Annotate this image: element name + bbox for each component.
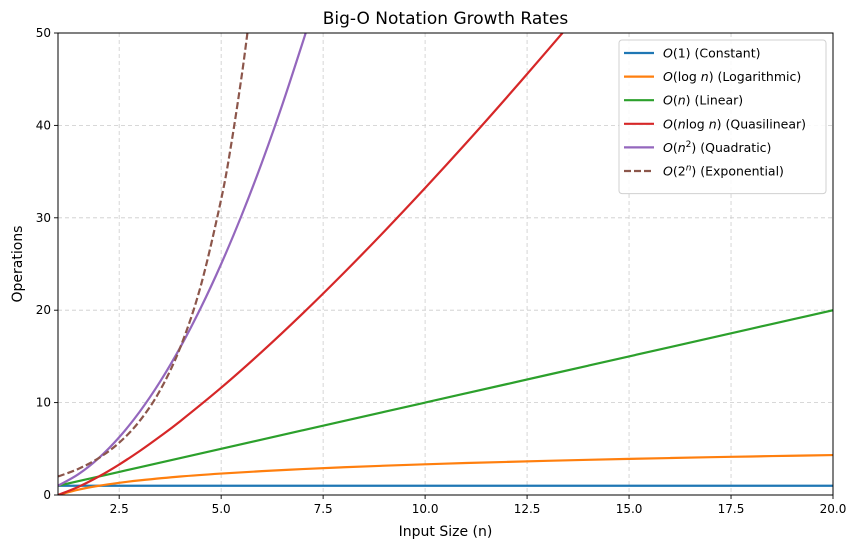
y-tick-label: 10 — [36, 396, 51, 410]
legend-label: O(nlog n) (Quasilinear) — [663, 116, 806, 131]
x-tick-label: 5.0 — [212, 502, 231, 516]
x-tick-label: 12.5 — [514, 502, 541, 516]
series-line-o-log-n-logarithmic — [58, 453, 833, 495]
series-line-o-n-quadratic — [58, 33, 307, 487]
y-axis-label: Operations — [10, 226, 26, 303]
y-tick-label: 50 — [36, 26, 51, 40]
legend-box — [618, 39, 827, 195]
y-tick-label: 30 — [36, 211, 51, 225]
legend-label: O(1) (Constant) — [663, 46, 760, 61]
y-tick-label: 40 — [36, 118, 51, 132]
x-tick-label: 2.5 — [110, 502, 129, 516]
legend-label: O(n2) (Quadratic) — [663, 140, 771, 155]
series-lines — [58, 33, 833, 495]
series-line-o-n-linear — [58, 309, 833, 487]
legend-label: O(log n) (Logarithmic) — [663, 69, 801, 84]
x-axis-ticks: 2.5 5.0 7.5 10.0 12.5 15.0 17.5 20.0 — [110, 495, 847, 516]
legend-label: O(2n) (Exponential) — [663, 164, 784, 179]
x-tick-label: 15.0 — [616, 502, 643, 516]
x-tick-label: 20.0 — [820, 502, 847, 516]
x-tick-label: 10.0 — [412, 502, 439, 516]
y-axis-ticks: 0 10 20 30 40 50 — [36, 26, 58, 502]
series-line-o-2-exponential — [58, 33, 249, 478]
x-tick-label: 17.5 — [718, 502, 745, 516]
series-line-o-n-log-n-quasilinear — [58, 33, 564, 495]
y-tick-label: 20 — [36, 303, 51, 317]
x-axis-label: Input Size (n) — [399, 524, 493, 540]
plot-frame — [57, 32, 834, 496]
legend: O(1) (Constant) O(log n) (Logarithmic) O(n… — [618, 39, 827, 195]
y-tick-label: 0 — [43, 488, 51, 502]
x-tick-label: 7.5 — [314, 502, 333, 516]
chart-title: Big-O Notation Growth Rates — [323, 9, 569, 29]
legend-label: O(n) (Linear) — [663, 93, 743, 108]
